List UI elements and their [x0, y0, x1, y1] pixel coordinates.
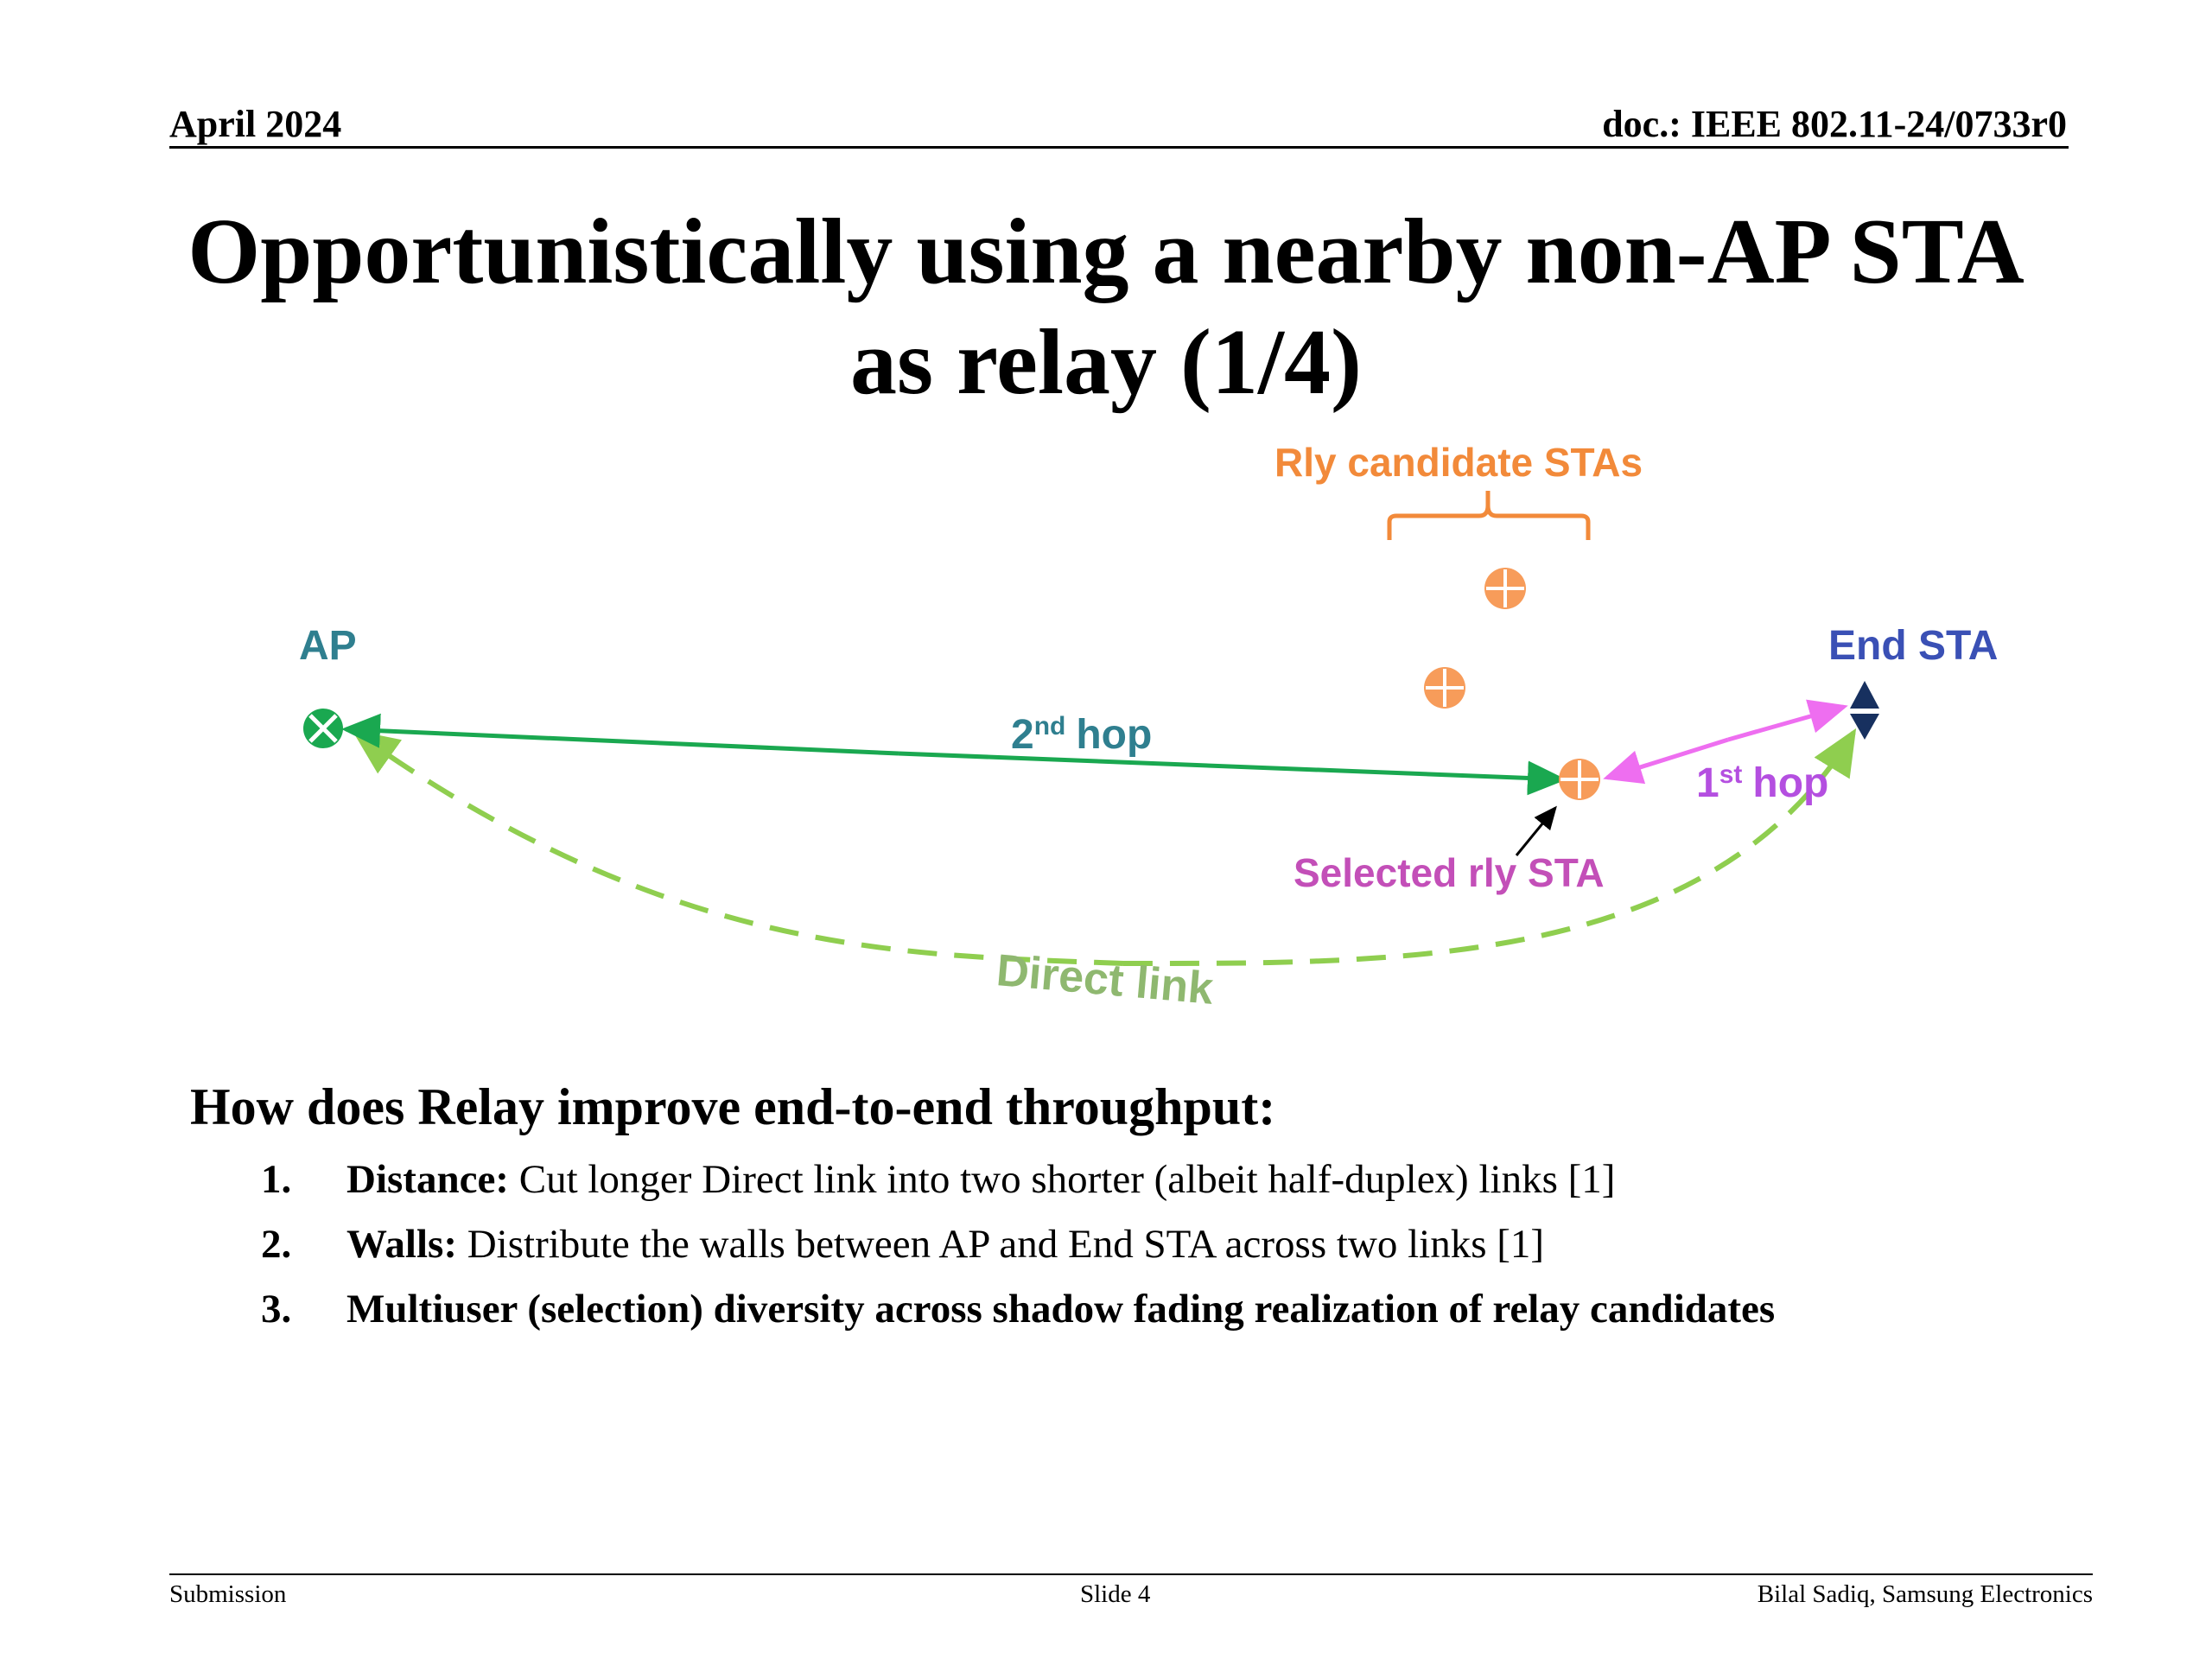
second-hop-arrow-relay-end	[898, 751, 1567, 796]
footer-submission: Submission	[169, 1580, 287, 1608]
direct-link-arrow-end	[1122, 728, 1857, 967]
first-hop-word: hop	[1752, 760, 1828, 806]
section-heading: How does Relay improve end-to-end throug…	[190, 1078, 1276, 1135]
ap-label: AP	[299, 623, 357, 669]
second-hop-label: 2nd hop	[1011, 712, 1152, 758]
list-item-lead: Multiuser (selection) diversity across s…	[346, 1287, 1776, 1332]
second-hop-superscript: nd	[1034, 712, 1066, 741]
first-hop-arrow	[1603, 737, 1729, 785]
list-item-lead: Distance:	[346, 1157, 509, 1202]
list-item-text: Cut longer Direct link into two shorter …	[508, 1157, 1616, 1202]
slide-title: Opportunistically using a nearby non-AP …	[138, 197, 2074, 418]
second-hop-arrow	[341, 713, 899, 756]
first-hop-arrow-end	[1727, 699, 1848, 742]
first-hop-number: 1	[1696, 760, 1719, 806]
slide-title-line1: Opportunistically using a nearby non-AP …	[188, 200, 2024, 303]
header-doc-id: doc.: IEEE 802.11-24/0733r0	[1602, 103, 2067, 145]
ap-node-icon	[303, 709, 343, 748]
second-hop-word: hop	[1076, 712, 1152, 758]
first-hop-superscript: st	[1719, 760, 1743, 789]
end-sta-label: End STA	[1828, 623, 1998, 669]
list-item-number: 1.	[261, 1157, 292, 1202]
second-hop-number: 2	[1011, 712, 1034, 758]
direct-link-arrow	[352, 729, 1124, 966]
selected-relay-pointer	[1515, 805, 1557, 856]
footer-author: Bilal Sadiq, Samsung Electronics	[1757, 1580, 2093, 1608]
header-rule	[169, 146, 2069, 149]
candidates-brace	[1387, 491, 1591, 540]
slide-title-line2: as relay (1/4)	[850, 311, 1362, 414]
list-item-number: 2.	[261, 1222, 292, 1267]
list-item-lead: Walls:	[346, 1222, 457, 1267]
first-hop-label: 1st hop	[1696, 760, 1828, 806]
list-item-text: Distribute the walls between AP and End …	[456, 1222, 1545, 1267]
header-date: April 2024	[169, 103, 342, 145]
selected-relay-label: Selected rly STA	[1294, 850, 1605, 895]
end-sta-node-icon	[1850, 681, 1879, 740]
relay-candidate-node-icon	[1424, 667, 1465, 709]
direct-link-label: Direct link	[995, 945, 1216, 1014]
selected-relay-node-icon	[1559, 759, 1600, 800]
footer-slide-number: Slide 4	[1080, 1580, 1151, 1608]
relay-candidate-node-icon	[1484, 568, 1526, 609]
list-item-number: 3.	[261, 1287, 292, 1332]
candidates-label: Rly candidate STAs	[1274, 440, 1643, 485]
footer-rule	[169, 1573, 2093, 1575]
